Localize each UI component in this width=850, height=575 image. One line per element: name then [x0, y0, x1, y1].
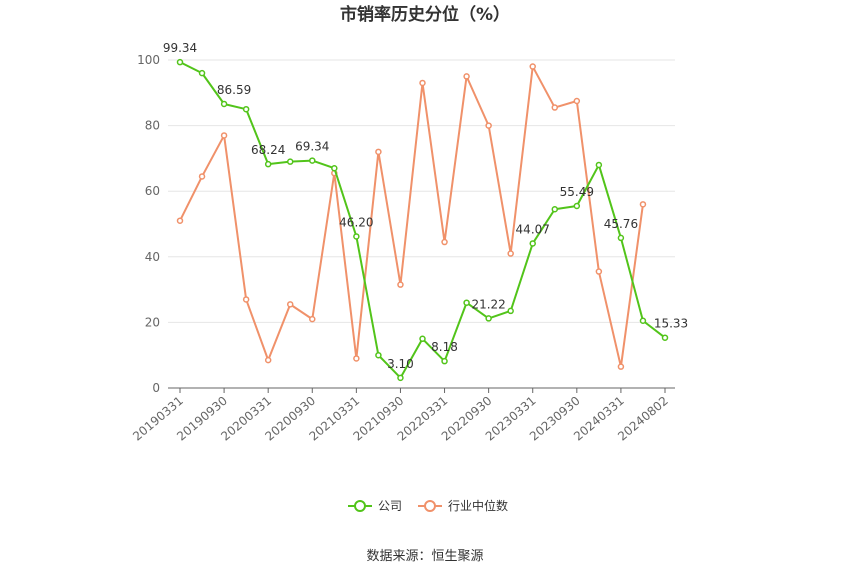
series-0-point[interactable] — [595, 161, 603, 169]
series-1-point[interactable] — [309, 315, 316, 323]
legend-marker — [424, 500, 436, 512]
data-label: 68.24 — [251, 143, 285, 157]
series-1-point[interactable] — [286, 301, 294, 308]
series-layer — [176, 58, 669, 382]
series-0-point[interactable] — [198, 69, 206, 77]
series-1-point[interactable] — [242, 296, 250, 303]
data-label: 21.22 — [471, 297, 505, 311]
series-0-point[interactable] — [242, 105, 250, 113]
series-0-point[interactable] — [353, 233, 360, 240]
series-1-point[interactable] — [198, 173, 206, 180]
legend-item-0[interactable]: 公司 — [348, 499, 402, 513]
series-1-point[interactable] — [551, 104, 559, 111]
data-label: 86.59 — [217, 83, 251, 97]
series-0-point[interactable] — [485, 315, 492, 322]
series-0-point[interactable] — [331, 164, 338, 172]
series-0-point[interactable] — [419, 335, 426, 343]
series-0-point[interactable] — [573, 202, 581, 210]
data-label: 15.33 — [654, 317, 688, 331]
y-tick-label: 40 — [145, 250, 160, 264]
series-0-point[interactable] — [264, 160, 272, 168]
series-0-point[interactable] — [220, 100, 228, 108]
series-1-point[interactable] — [617, 363, 625, 370]
series-0-point[interactable] — [397, 374, 404, 382]
data-label: 46.20 — [339, 215, 373, 229]
series-1-point[interactable] — [441, 238, 448, 246]
legend-label: 行业中位数 — [448, 498, 508, 513]
series-0-point[interactable] — [661, 334, 669, 341]
y-tick-label: 20 — [145, 315, 160, 329]
y-tick-label: 80 — [145, 119, 160, 133]
series-1-point[interactable] — [485, 122, 492, 129]
series-0-point[interactable] — [441, 357, 448, 365]
legend-label: 公司 — [378, 499, 402, 513]
series-1-point[interactable] — [529, 63, 536, 70]
series-1-point[interactable] — [264, 356, 272, 364]
series-0-point[interactable] — [617, 234, 625, 242]
series-1-point[interactable] — [463, 73, 470, 80]
series-1-point[interactable] — [375, 148, 382, 156]
series-1-point[interactable] — [573, 97, 581, 105]
series-1-point[interactable] — [507, 250, 514, 257]
data-label: 55.49 — [560, 185, 594, 199]
series-0-point[interactable] — [176, 58, 184, 66]
data-label: 8.18 — [431, 340, 458, 354]
series-1-point[interactable] — [419, 79, 426, 87]
label-layer: 99.34 86.59 68.24 69.34 46.20 3.10 8.18 21.22 44… — [163, 41, 688, 371]
legend[interactable]: 公司 行业中位数 — [348, 498, 508, 513]
series-1-point[interactable] — [639, 201, 647, 208]
series-0-point[interactable] — [463, 299, 470, 306]
axis-layer: 0204060801002019033120190930202003312020… — [130, 53, 675, 444]
series-0-point[interactable] — [529, 240, 536, 247]
data-label: 44.07 — [516, 222, 550, 236]
data-label: 45.76 — [604, 217, 638, 231]
series-1-point[interactable] — [176, 217, 184, 224]
legend-marker — [354, 500, 366, 512]
series-0-point[interactable] — [286, 158, 294, 165]
series-0-point[interactable] — [507, 307, 514, 315]
series-1-point[interactable] — [353, 355, 360, 362]
data-source: 数据来源：恒生聚源 — [366, 549, 483, 564]
series-line-1 — [179, 65, 644, 368]
y-tick-label: 60 — [145, 184, 160, 198]
series-0-point[interactable] — [639, 317, 647, 325]
data-label: 99.34 — [163, 41, 197, 55]
series-0-point[interactable] — [309, 157, 316, 164]
series-1-point[interactable] — [397, 281, 404, 288]
legend-item-1[interactable]: 行业中位数 — [418, 498, 508, 513]
chart-title: 市销率历史分位（%） — [340, 4, 510, 25]
series-0-point[interactable] — [375, 351, 382, 359]
data-label: 69.34 — [295, 140, 329, 154]
series-0-point[interactable] — [551, 205, 559, 213]
series-1-point[interactable] — [595, 268, 603, 275]
series-1-point[interactable] — [220, 132, 228, 139]
y-tick-label: 100 — [137, 53, 160, 67]
y-tick-label: 0 — [152, 381, 160, 395]
data-label: 3.10 — [387, 357, 414, 371]
